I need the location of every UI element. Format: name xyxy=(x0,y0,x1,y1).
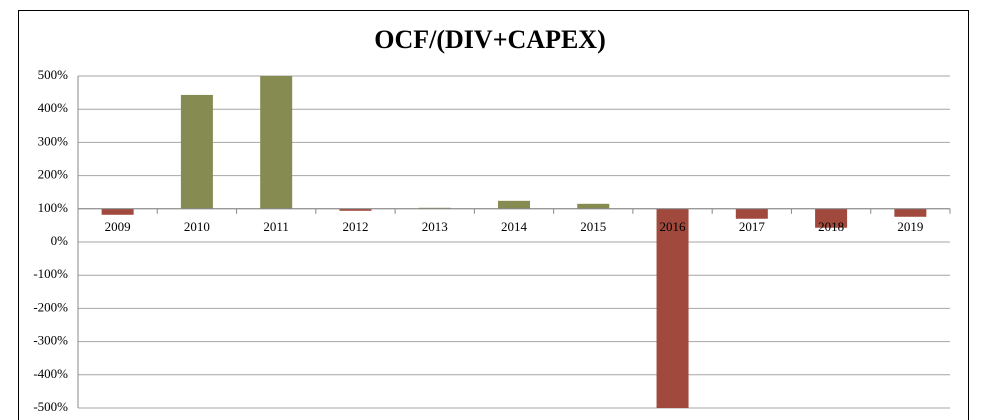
y-tick-label: -500% xyxy=(33,399,68,414)
x-tick-label: 2017 xyxy=(739,219,766,234)
chart-border xyxy=(18,10,969,420)
bar xyxy=(894,208,927,217)
x-tick-label: 2018 xyxy=(818,219,844,234)
bar xyxy=(260,76,293,209)
x-tick-label: 2010 xyxy=(184,219,210,234)
bar xyxy=(656,208,689,408)
y-tick-label: 0% xyxy=(51,233,69,248)
bar xyxy=(498,200,530,209)
x-tick-label: 2015 xyxy=(580,219,606,234)
y-tick-label: -100% xyxy=(33,266,68,281)
chart-title: OCF/(DIV+CAPEX) xyxy=(374,25,605,54)
y-tick-label: 100% xyxy=(38,200,69,215)
bar xyxy=(815,208,848,228)
x-tick-label: 2014 xyxy=(501,219,528,234)
bar xyxy=(577,203,610,209)
bar xyxy=(735,208,768,219)
x-tick-label: 2011 xyxy=(263,219,289,234)
bar xyxy=(339,208,372,211)
y-tick-label: -200% xyxy=(33,299,68,314)
x-tick-label: 2009 xyxy=(105,219,131,234)
y-tick-label: -400% xyxy=(33,366,68,381)
y-tick-label: 200% xyxy=(38,167,69,182)
y-tick-label: -300% xyxy=(33,333,68,348)
x-tick-label: 2016 xyxy=(660,219,687,234)
x-tick-label: 2013 xyxy=(422,219,448,234)
x-tick-label: 2019 xyxy=(897,219,923,234)
bar xyxy=(180,94,213,209)
y-tick-label: 500% xyxy=(38,67,69,82)
bar xyxy=(101,208,134,215)
x-tick-label: 2012 xyxy=(342,219,368,234)
y-tick-label: 400% xyxy=(38,100,69,115)
y-tick-label: 300% xyxy=(38,133,69,148)
